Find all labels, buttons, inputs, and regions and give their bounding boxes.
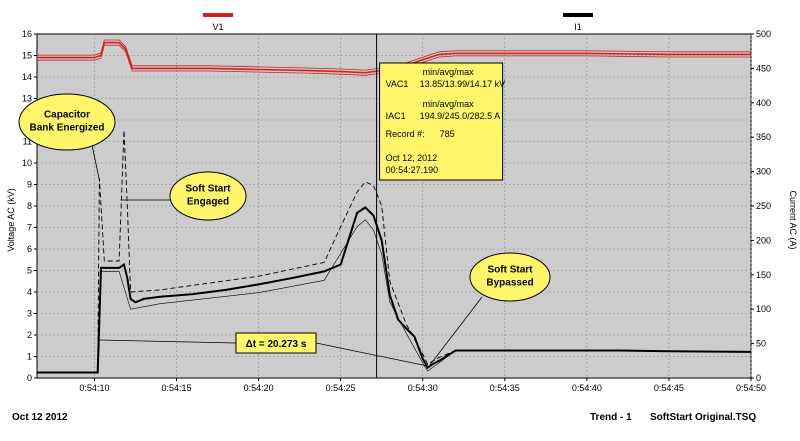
y-left-tick-label: 15 [22,51,32,61]
y-right-tick-label: 250 [756,201,771,211]
tooltip-line: 785 [440,129,455,139]
series-v1-line [37,41,751,74]
footer-trend: Trend - 1 [590,412,632,423]
y-left-tick-label: 14 [22,72,32,82]
legend-label-v1: V1 [212,22,223,32]
y-left-tick-label: 16 [22,29,32,39]
tooltip-box [379,62,504,181]
y-axis-left-ticks: 012345678910111213141516 [22,29,37,383]
callout-text: Soft Start [488,265,534,276]
y-right-tick-label: 200 [756,235,771,245]
x-tick-label: 0:54:40 [572,383,602,393]
x-axis-ticks: 0:54:10 0:54:15 0:54:20 0:54:25 0:54:30 0:54:… [79,378,766,393]
tooltip-line: min/avg/max [423,67,475,77]
y-right-tick-label: 50 [756,339,766,349]
callout-bubble [18,93,116,151]
y-left-tick-label: 13 [22,94,32,104]
footer-file: SoftStart Original.TSQ [650,412,757,423]
tooltip-line: VAC1 [386,79,409,89]
callout-leader [91,144,100,181]
y-right-tick-label: 500 [756,29,771,39]
x-tick-label: 0:54:35 [490,383,520,393]
y-right-tick-label: 300 [756,167,771,177]
y-right-tick-label: 150 [756,270,771,280]
y-right-tick-label: 100 [756,304,771,314]
footer-date: Oct 12 2012 [12,412,68,423]
annotations: Capacitor Bank Energized Soft Start Engaged… [18,93,551,369]
callout-bubble [469,252,551,302]
y-left-tick-label: 8 [27,201,32,211]
delta-t-leader-right [315,342,428,367]
x-tick-label: 0:54:15 [162,383,192,393]
y-left-tick-label: 9 [27,180,32,190]
callout-text: Bypassed [486,278,533,289]
callout-leader [427,296,483,369]
legend-label-i1: I1 [574,22,582,32]
delta-t-leader-left [99,339,237,344]
series-i1-line [37,206,751,374]
y-right-tick-label: 0 [756,373,761,383]
callout-text: Bank Energized [29,123,104,134]
y-left-tick-label: 7 [27,223,32,233]
legend-swatch-i1 [563,13,593,17]
tooltip-line: Record #: [386,129,425,139]
y-left-tick-label: 6 [27,244,32,254]
tooltip-line: min/avg/max [423,99,475,109]
y-right-tick-label: 350 [756,132,771,142]
y-axis-left-label: Voltage AC (kV) [6,188,16,252]
x-tick-label: 0:54:25 [326,383,356,393]
tooltip-line: 194.9/245.0/282.5 A [420,111,501,121]
x-tick-label: 0:54:20 [244,383,274,393]
y-axis-right-label: Current AC (A) [788,190,798,249]
legend-swatch-v1 [203,13,233,17]
y-left-tick-label: 1 [27,352,32,362]
legend: V1 I1 [203,13,593,32]
x-tick-label: 0:54:30 [408,383,438,393]
y-left-tick-label: 11 [23,137,32,147]
y-right-tick-label: 450 [756,63,771,73]
y-left-tick-label: 0 [27,373,32,383]
series-group [37,39,751,374]
y-left-tick-label: 4 [27,287,32,297]
callout-bubble [169,171,247,221]
y-left-tick-label: 3 [27,309,32,319]
tooltip-line: 13.85/13.99/14.17 kV [420,79,506,89]
callout-text: Engaged [187,197,229,208]
chart: V1 I1 012345678910111213141516 050100150… [6,13,798,393]
delta-t-box [235,332,317,354]
callout-text: Soft Start [186,184,232,195]
series-v1-min-line [37,44,751,76]
tooltip: min/avg/max VAC1 13.85/13.99/14.17 kV min/a… [379,62,506,181]
y-axis-right-ticks: 0 50 100 150 200 250 300 350 400 450 500 [751,29,771,383]
series-i1-max-line [97,130,456,373]
tooltip-line: IAC1 [386,111,406,121]
y-right-tick-label: 400 [756,98,771,108]
callout-text: Capacitor [44,110,90,121]
y-left-tick-label: 5 [27,266,32,276]
x-tick-label: 0:54:10 [79,383,109,393]
tooltip-line: Oct 12, 2012 [386,153,438,163]
delta-t-text: Δt = 20.273 s [246,339,307,350]
x-tick-label: 0:54:50 [736,383,766,393]
series-v1-max-line [37,39,751,71]
y-left-tick-label: 10 [22,158,32,168]
x-tick-label: 0:54:45 [654,383,684,393]
tooltip-line: 00:54:27.190 [386,165,439,175]
y-left-tick-label: 2 [27,330,32,340]
